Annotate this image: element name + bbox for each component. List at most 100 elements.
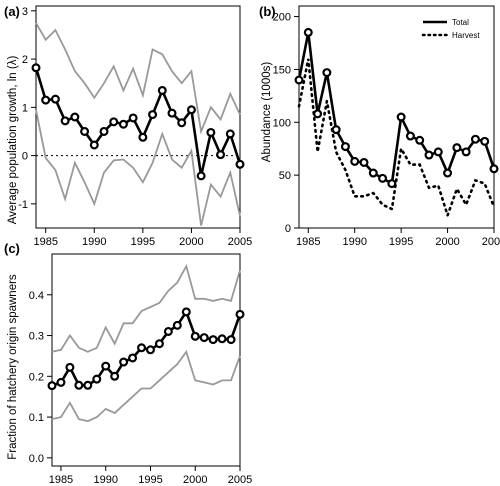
panel-b-main-point: [433, 147, 443, 157]
panel-a-main-point: [41, 95, 51, 105]
panel-b-main-point: [331, 125, 341, 135]
panel-a-main-point: [70, 112, 80, 122]
panel-b-legend: Total Harvest: [421, 18, 480, 40]
panel-a-main-point: [186, 105, 196, 115]
panel-c-main-point: [128, 353, 138, 363]
panel-c-main-point: [47, 381, 57, 391]
panel-c-main-point: [110, 371, 120, 381]
panel-b-x-tick-label: 1995: [389, 236, 413, 248]
panel-a-y-tick-label: 1: [22, 102, 28, 114]
panel-c-main-point: [163, 326, 173, 336]
legend-harvest-label: Harvest: [452, 31, 480, 40]
panel-a-x-tick-label: 2005: [228, 236, 252, 248]
panel-b-main-point: [470, 134, 480, 144]
panel-a-main-line: [34, 67, 242, 177]
legend-total-label: Total: [452, 18, 469, 27]
panel-b-y-tick-label: 0: [285, 223, 291, 235]
panel-c-main-point: [101, 361, 111, 371]
panel-b-y-tick-label: 50: [279, 170, 291, 182]
panel-a-letter: (a): [4, 4, 20, 19]
panel-a-y-tick-label: 3: [22, 6, 28, 18]
panel-b-ylabel: Abundance (1000s): [261, 62, 273, 163]
panel-a-main-point: [80, 126, 90, 136]
panel-a-y-tick-label: -1: [18, 199, 28, 211]
panel-c-main-point: [181, 307, 191, 317]
panel-c-main-point: [56, 377, 66, 387]
panel-b-harvest-line: [297, 58, 496, 220]
panel-b-main-point: [461, 147, 471, 157]
panel-a-main-point: [196, 171, 206, 181]
panel-a-main-point: [167, 108, 177, 118]
panel-a-main-point: [89, 140, 99, 150]
panel-b-main-point: [415, 135, 425, 145]
panel-c-main-point: [172, 320, 182, 330]
panel-c-x-tick-label: 2005: [228, 474, 252, 486]
panel-b-main-point: [405, 131, 415, 141]
panel-b-y-tick-label: 100: [273, 117, 291, 129]
panel-b-y-tick-label: 150: [273, 64, 291, 76]
panel-c-main-point: [235, 309, 245, 319]
panel-a-x-tick-label: 1995: [131, 236, 155, 248]
panel-b-main-point: [294, 75, 304, 85]
panel-c-main-point: [92, 374, 102, 384]
panel-b-main-point: [340, 142, 350, 152]
panel-c-y-tick-label: 0.4: [29, 290, 44, 302]
panel-b-main-point: [313, 109, 323, 119]
panel-b-x-tick-label: 2005: [482, 236, 500, 248]
panel-b-main-point: [359, 157, 369, 167]
panel-a-main-point: [148, 110, 158, 120]
panel-c-upper-bound-line: [51, 263, 241, 353]
panel-b-plot: 1985 1990 1995 2000 2005 0 50 100 150 200: [273, 5, 500, 248]
panel-a-main-point: [60, 116, 70, 126]
panel-a-main-point: [50, 94, 60, 104]
panel-c-plot: 1985 1990 1995 2000 2005 0.0 0.1 0.2 0.3 0.4: [29, 253, 252, 486]
panel-c-main-point: [217, 334, 227, 344]
panel-b-letter: (b): [259, 4, 276, 19]
panel-a-frame: [35, 5, 241, 229]
panel-c-frame: [51, 253, 241, 467]
panel-c-y-tick-label: 0.1: [29, 412, 44, 424]
panel-b-main-point: [489, 164, 499, 174]
panel-a-main-point: [118, 119, 128, 129]
panel-b-main-point: [322, 68, 332, 78]
panel-a-main-point: [235, 159, 245, 169]
panel-c-main-point: [119, 357, 129, 367]
panel-c-main-point: [208, 335, 218, 345]
panel-c-x-tick-label: 1990: [93, 474, 117, 486]
panel-b-y-tick-label: 200: [273, 12, 291, 24]
panel-a-x-tick-label: 2000: [179, 236, 203, 248]
panel-b-x-tick-label: 1985: [296, 236, 320, 248]
panel-c-main-point: [137, 343, 147, 353]
panel-c-main-point: [190, 331, 200, 341]
panel-b-main-line: [297, 32, 496, 186]
panel-c-ylabel: Fraction of hatchery origin spawners: [7, 274, 19, 460]
panel-a-y-tick-label: 2: [22, 54, 28, 66]
panel-c-y-tick-label: 0.2: [29, 371, 44, 383]
panel-b-main-point: [303, 27, 313, 37]
panel-a-main-point: [99, 126, 109, 136]
panel-a-y-tick-label: 0: [22, 151, 28, 163]
panel-a-main-point: [225, 129, 235, 139]
panel-c-main-point: [145, 345, 155, 355]
panel-b-main-point: [424, 150, 434, 160]
panel-b-main-point: [378, 173, 388, 183]
panel-b-main-point: [452, 143, 462, 153]
panel-a-main-point: [128, 113, 138, 123]
panel-b-main-point: [350, 156, 360, 166]
panel-b-x-tick-label: 2000: [435, 236, 459, 248]
panel-c-main-point: [154, 339, 164, 349]
panel-c-lower-bound-line: [51, 349, 241, 423]
panel-b-main-point: [368, 168, 378, 178]
panel-a-main-point: [109, 117, 119, 127]
panel-c-main-point: [74, 380, 84, 390]
panel-c-letter: (c): [4, 241, 20, 256]
panel-c-x-tick-label: 1985: [49, 474, 73, 486]
panel-b-main-point: [480, 136, 490, 146]
panel-c-main-point: [199, 333, 209, 343]
panel-b-main-point: [387, 179, 397, 189]
panel-a-main-point: [216, 150, 226, 160]
panel-a-x-tick-label: 1985: [33, 236, 57, 248]
panel-a-main-point: [157, 85, 167, 95]
panel-c-x-tick-label: 1995: [138, 474, 162, 486]
panel-a-upper-bound-line: [35, 22, 241, 135]
